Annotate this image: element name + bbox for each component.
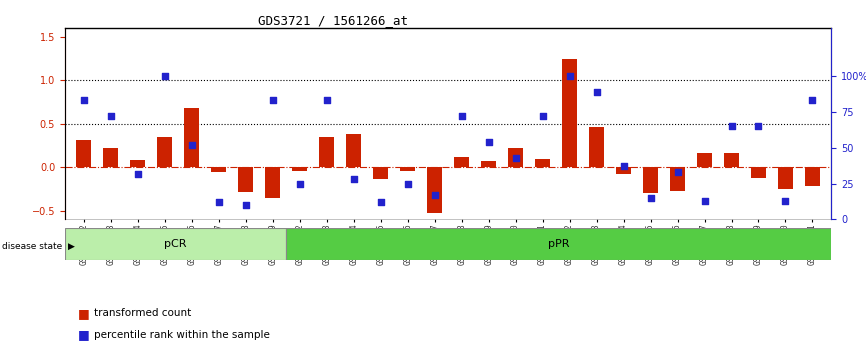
Bar xyxy=(238,167,253,192)
Bar xyxy=(103,148,119,167)
Bar xyxy=(211,167,226,172)
Bar xyxy=(131,160,145,167)
Bar xyxy=(400,167,415,171)
Point xyxy=(293,181,307,187)
Point xyxy=(752,124,766,129)
Bar xyxy=(158,137,172,167)
Point xyxy=(131,171,145,176)
Bar xyxy=(508,148,523,167)
Text: pPR: pPR xyxy=(548,239,570,249)
Point xyxy=(779,198,792,204)
Bar xyxy=(76,139,91,167)
Text: ■: ■ xyxy=(78,307,90,320)
Point xyxy=(346,177,360,182)
Bar xyxy=(616,167,631,174)
Bar xyxy=(184,108,199,167)
Bar xyxy=(778,167,793,189)
Text: transformed count: transformed count xyxy=(94,308,191,318)
Point xyxy=(670,169,684,175)
Point xyxy=(508,155,522,161)
Bar xyxy=(481,161,496,167)
Point xyxy=(455,113,469,119)
Point xyxy=(536,113,550,119)
Point xyxy=(374,199,388,205)
Text: percentile rank within the sample: percentile rank within the sample xyxy=(94,330,269,339)
Bar xyxy=(65,228,287,260)
Point xyxy=(104,113,118,119)
Bar xyxy=(287,228,831,260)
Bar xyxy=(805,167,820,187)
Bar xyxy=(427,167,442,212)
Point xyxy=(643,195,657,201)
Point xyxy=(266,98,280,103)
Text: disease state  ▶: disease state ▶ xyxy=(2,241,74,251)
Point xyxy=(563,73,577,79)
Point xyxy=(698,198,712,204)
Bar xyxy=(724,153,739,167)
Point xyxy=(77,98,91,103)
Bar xyxy=(589,126,604,167)
Point xyxy=(320,98,333,103)
Bar xyxy=(320,137,334,167)
Point xyxy=(239,202,253,208)
Point xyxy=(481,139,495,145)
Point xyxy=(805,98,819,103)
Point xyxy=(212,199,226,205)
Point xyxy=(184,142,198,148)
Bar xyxy=(643,167,658,193)
Bar xyxy=(265,167,281,198)
Point xyxy=(428,192,442,198)
Bar xyxy=(535,159,550,167)
Bar xyxy=(562,59,577,167)
Bar xyxy=(751,167,766,178)
Title: GDS3721 / 1561266_at: GDS3721 / 1561266_at xyxy=(258,14,408,27)
Point xyxy=(590,89,604,95)
Bar xyxy=(293,167,307,171)
Text: pCR: pCR xyxy=(165,239,187,249)
Bar xyxy=(373,167,388,179)
Point xyxy=(401,181,415,187)
Bar xyxy=(697,153,712,167)
Point xyxy=(725,124,739,129)
Bar xyxy=(455,157,469,167)
Bar xyxy=(346,134,361,167)
Point xyxy=(617,164,630,169)
Point xyxy=(158,73,171,79)
Text: ■: ■ xyxy=(78,328,90,341)
Bar xyxy=(670,167,685,191)
